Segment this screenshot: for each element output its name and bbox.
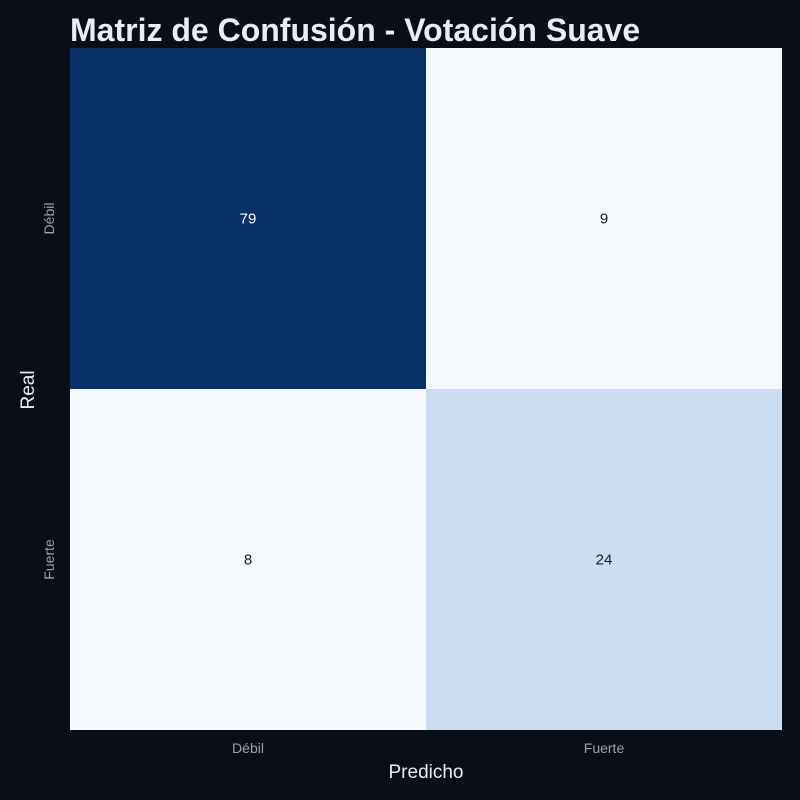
x-axis-ticks: Débil Fuerte [232, 740, 624, 756]
heatmap-cell-0-0 [70, 48, 426, 389]
cell-value-label-0-0: 79 [240, 211, 257, 228]
y-tick-label-0: Débil [41, 203, 57, 235]
heatmap-cell-0-1 [426, 48, 782, 389]
heatmap-cell-labels: 79 9 8 24 [240, 211, 613, 569]
y-tick-label-1: Fuerte [41, 539, 57, 580]
cell-value-label-0-1: 9 [600, 211, 608, 228]
heatmap-cell-1-1 [426, 389, 782, 730]
heatmap-cells [70, 48, 782, 730]
x-tick-label-0: Débil [232, 740, 264, 756]
x-tick-label-1: Fuerte [584, 740, 625, 756]
heatmap-cell-1-0 [70, 389, 426, 730]
cell-value-label-1-1: 24 [596, 552, 613, 569]
y-axis-ticks: Débil Fuerte [41, 203, 57, 580]
chart-title: Matriz de Confusión - Votación Suave [70, 12, 640, 48]
cell-value-label-1-0: 8 [244, 552, 252, 569]
x-axis-label: Predicho [389, 762, 464, 783]
y-axis-label: Real [18, 370, 39, 409]
